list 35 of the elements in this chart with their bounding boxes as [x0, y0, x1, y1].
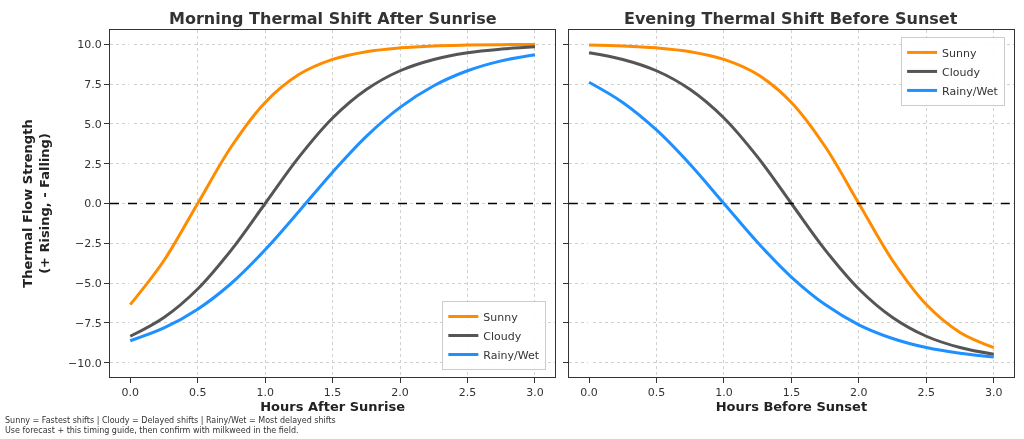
legend-label: Sunny [483, 310, 519, 324]
x-tick-label: 3.0 [985, 386, 1003, 400]
legend-label: Sunny [942, 46, 977, 60]
legend-label: Cloudy [942, 65, 981, 79]
y-tick-label: 10.0 [77, 38, 102, 52]
x-tick-label: 0.5 [647, 386, 666, 400]
x-tick-label: 2.0 [850, 386, 868, 400]
x-tick-label: 0.0 [121, 386, 139, 400]
y-tick-label: −7.5 [75, 316, 102, 330]
x-tick-label: 3.0 [526, 386, 544, 400]
y-axis-title: Thermal Flow Strength (+ Rising, - Falling) [20, 119, 53, 288]
y-tick-label: 0.0 [84, 197, 102, 211]
legend-label: Rainy/Wet [483, 348, 540, 362]
x-tick-label: 1.5 [323, 386, 342, 400]
y-tick-label: −5.0 [75, 276, 102, 290]
y-tick-label: 2.5 [84, 157, 102, 171]
x-tick-label: 2.5 [917, 386, 936, 400]
x-axis-title: Hours Before Sunset [715, 399, 868, 415]
chart-title: Morning Thermal Shift After Sunrise [169, 9, 497, 28]
y-tick-label: 5.0 [84, 117, 102, 131]
x-tick-label: 2.0 [391, 386, 409, 400]
legend-label: Rainy/Wet [942, 84, 999, 98]
x-tick-label: 0.5 [188, 386, 207, 400]
x-tick-label: 2.5 [458, 386, 477, 400]
x-tick-label: 1.0 [256, 386, 274, 400]
x-tick-label: 1.0 [715, 386, 733, 400]
x-tick-label: 1.5 [782, 386, 801, 400]
y-tick-label: −2.5 [75, 237, 102, 251]
y-tick-label: −10.0 [68, 356, 102, 370]
x-axis-title: Hours After Sunrise [260, 399, 406, 415]
x-tick-label: 0.0 [580, 386, 598, 400]
text: Sunny = Fastest shifts | Cloudy = Delayed shifts | Rainy/Wet = Most delayed shifts Use forecast + this timing guide, then confirm with milkweed in the field. [5, 416, 336, 436]
chart-title: Evening Thermal Shift Before Sunset [624, 9, 958, 28]
y-tick-label: 7.5 [84, 77, 102, 91]
legend-label: Cloudy [483, 329, 522, 343]
